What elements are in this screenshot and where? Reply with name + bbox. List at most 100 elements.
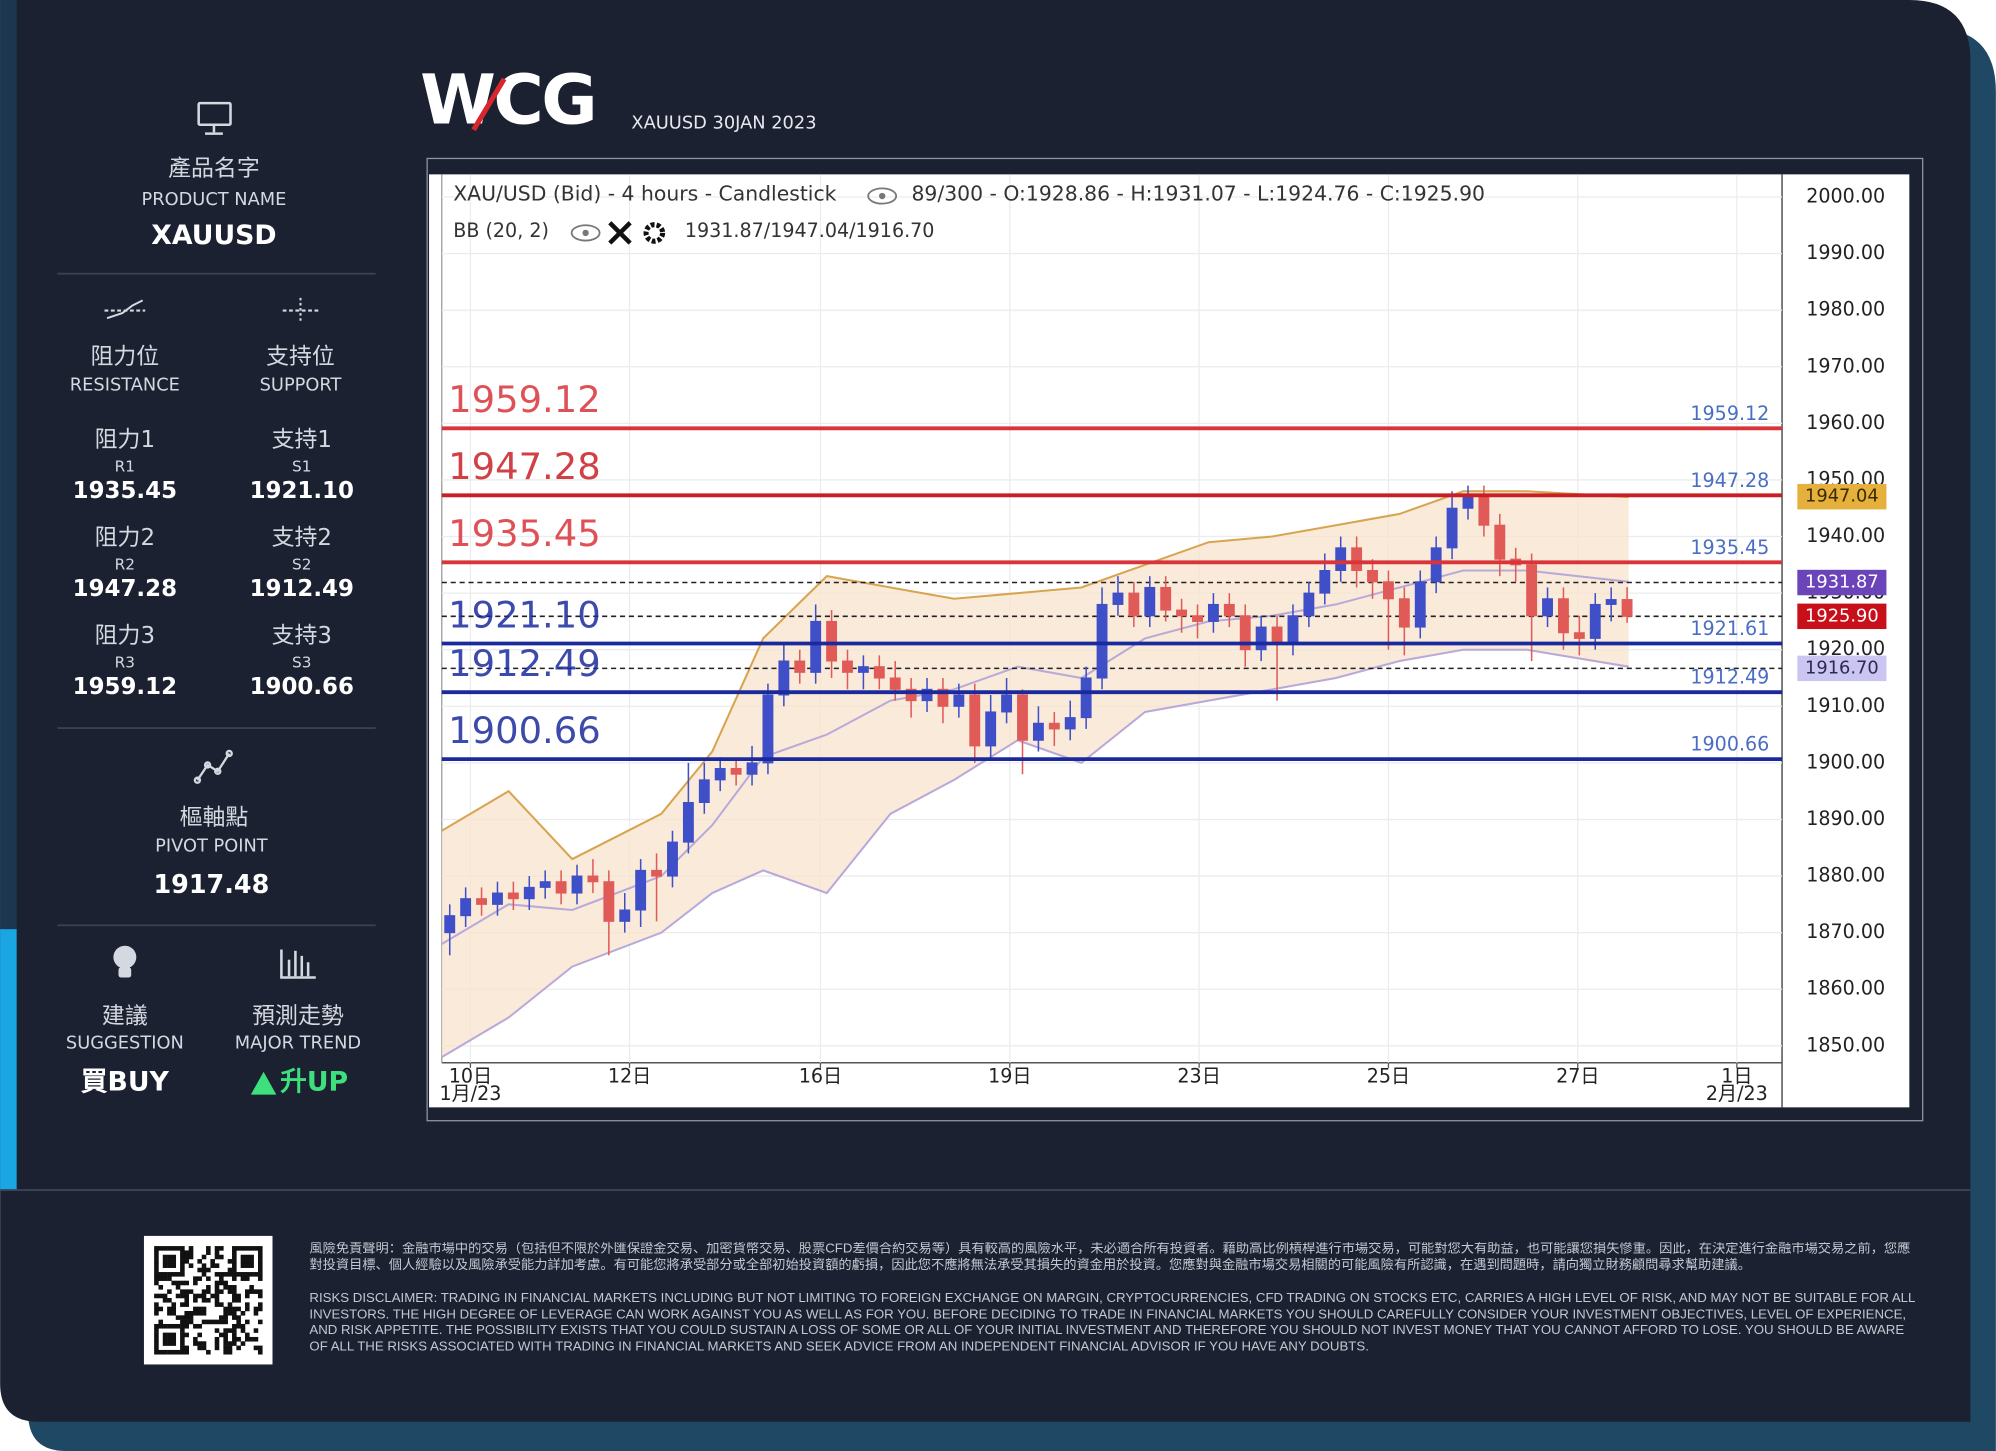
band-fill [441, 491, 1629, 1058]
qr-module [175, 1280, 181, 1286]
candle-body [1176, 609, 1188, 617]
qr-module [201, 1289, 207, 1294]
qr-module [236, 1323, 241, 1329]
qr-module [214, 1345, 220, 1351]
qr-module [154, 1349, 159, 1355]
close-icon [608, 221, 632, 245]
candle-body [1494, 524, 1506, 560]
y-tick-label: 1920.00 [1806, 637, 1885, 660]
level-zh: 支持1 [272, 427, 332, 453]
qr-module [154, 1246, 159, 1251]
level-value: 1935.45 [73, 478, 177, 504]
qr-module [240, 1310, 246, 1316]
qr-module [180, 1315, 185, 1320]
candle-body [937, 688, 949, 707]
candle-body [1542, 598, 1553, 617]
qr-module [184, 1289, 190, 1294]
candle-body [1398, 598, 1410, 628]
candle-body [1446, 507, 1458, 549]
candle-body [1192, 615, 1203, 622]
qr-module [167, 1349, 172, 1355]
qr-module [253, 1336, 259, 1342]
y-tick-label: 1900.00 [1806, 750, 1885, 773]
candle-body [1462, 496, 1474, 509]
qr-module [223, 1341, 228, 1346]
qr-module [193, 1341, 198, 1346]
qr-module [180, 1302, 185, 1307]
qr-module [257, 1293, 263, 1299]
chart: 1850.00 1860.00 1870.00 1880.00 1890.00 1900.… [439, 174, 1887, 1108]
qr-module [171, 1306, 177, 1312]
level-tag: 1935.45 [1690, 536, 1769, 559]
qr-module [253, 1289, 259, 1294]
qr-module [214, 1246, 220, 1251]
qr-module [193, 1276, 198, 1281]
logo: WCG [420, 60, 598, 140]
qr-module [232, 1323, 237, 1329]
candle-body [1367, 569, 1378, 583]
level-value: 1921.10 [250, 478, 354, 504]
qr-module [227, 1349, 233, 1355]
qr-module [232, 1315, 237, 1320]
qr-module [257, 1259, 263, 1264]
qr-module [249, 1336, 254, 1342]
qr-module [158, 1306, 164, 1312]
qr-module [232, 1289, 237, 1294]
pivot-icon [193, 749, 233, 784]
qr-module [245, 1332, 250, 1338]
candle-body [1319, 569, 1331, 594]
qr-module [162, 1272, 168, 1277]
qr-module [223, 1280, 228, 1286]
y-tick-label: 1960.00 [1806, 411, 1885, 434]
qr-module [162, 1336, 168, 1342]
suggestion-zh: 建議 [102, 1003, 148, 1029]
accent-stripe [0, 929, 17, 1191]
x-sublabel: 2月/23 [1706, 1082, 1768, 1105]
resistance-en: RESISTANCE [70, 375, 180, 396]
candle-body [969, 694, 981, 747]
qr-module [232, 1263, 237, 1268]
qr-module [167, 1306, 172, 1312]
candle-body [1255, 626, 1267, 651]
x-tick-label: 19日 [988, 1064, 1031, 1087]
price-badge-label: 1947.04 [1805, 486, 1879, 507]
qr-module [249, 1259, 254, 1264]
sidebar: 產品名字 PRODUCT NAME XAUUSD 阻力位 RESISTANCE … [57, 101, 376, 1098]
qr-module [232, 1298, 237, 1303]
qr-module [188, 1310, 194, 1316]
qr-module [214, 1285, 220, 1290]
level-label: 1947.28 [448, 445, 601, 488]
qr-module [171, 1341, 177, 1346]
qr-module [193, 1323, 198, 1329]
bulb-icon [113, 945, 137, 978]
edge-stripe [0, 0, 17, 930]
candle-body [571, 875, 583, 894]
qr-module [154, 1272, 159, 1277]
qr-module [249, 1285, 254, 1290]
qr-module [257, 1276, 263, 1281]
qr-module [206, 1250, 211, 1255]
qr-module [201, 1293, 207, 1299]
qr-module [249, 1272, 254, 1277]
qr-module [257, 1246, 263, 1251]
qr-module [180, 1246, 185, 1251]
qr-module [171, 1254, 177, 1260]
qr-module [236, 1319, 241, 1325]
qr-module [240, 1328, 246, 1333]
qr-module [184, 1302, 190, 1307]
qr-module [184, 1259, 190, 1264]
qr-module [175, 1246, 181, 1251]
candle-body [651, 869, 663, 877]
qr-module [232, 1267, 237, 1273]
qr-module [154, 1310, 159, 1316]
qr-module [249, 1254, 254, 1260]
qr-module [201, 1345, 207, 1351]
qr-module [193, 1310, 198, 1316]
qr-module [162, 1349, 168, 1355]
qr-module [197, 1345, 202, 1351]
qr-module [223, 1345, 228, 1351]
qr-module [154, 1267, 159, 1273]
qr-module [197, 1276, 202, 1281]
qr-module [219, 1332, 224, 1338]
candle-body [1573, 632, 1585, 639]
